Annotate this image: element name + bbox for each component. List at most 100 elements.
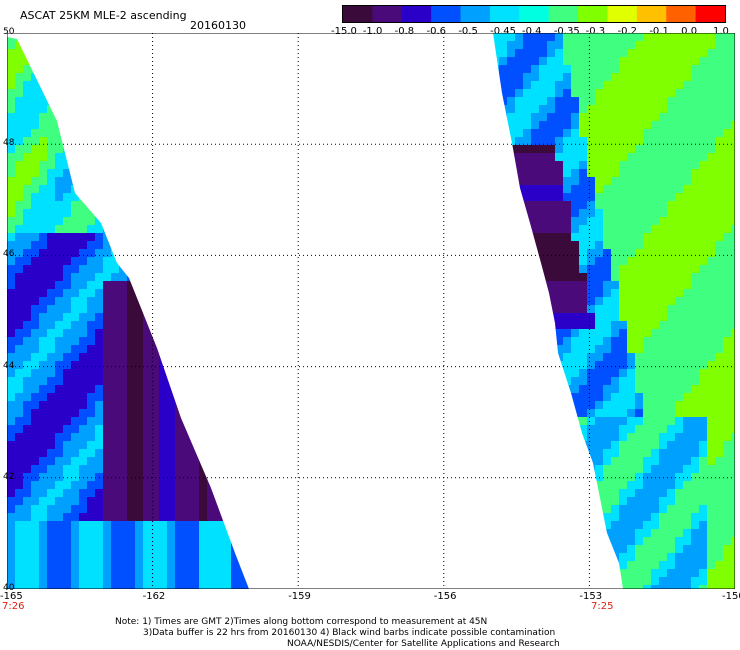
swath-cell <box>23 489 31 497</box>
swath-cell <box>493 121 499 129</box>
swath-cell <box>47 113 55 121</box>
swath-cell <box>587 513 595 521</box>
swath-cell <box>23 105 31 113</box>
swath-cell <box>143 329 151 337</box>
swath-cell <box>691 105 699 113</box>
swath-cell <box>531 393 539 401</box>
swath-cell <box>127 481 135 489</box>
swath-cell <box>523 521 531 529</box>
swath-cell <box>87 553 95 561</box>
swath-cell <box>499 481 507 489</box>
swath-cell <box>143 393 151 401</box>
swath-cell <box>555 313 563 321</box>
swath-cell <box>651 385 659 393</box>
swath-cell <box>167 561 175 569</box>
swath-cell <box>175 409 183 417</box>
swath-cell <box>39 201 47 209</box>
swath-cell <box>247 49 249 57</box>
swath-cell <box>507 409 515 417</box>
swath-cell <box>667 225 675 233</box>
swath-cell <box>159 57 167 65</box>
swath-cell <box>47 305 55 313</box>
swath-cell <box>635 401 643 409</box>
swath-cell <box>15 425 23 433</box>
swath-cell <box>715 353 723 361</box>
swath-cell <box>493 521 499 529</box>
swath-cell <box>571 217 579 225</box>
swath-cell <box>31 185 39 193</box>
swath-cell <box>191 473 199 481</box>
swath-cell <box>523 417 531 425</box>
swath-cell <box>619 97 627 105</box>
swath-cell <box>127 113 135 121</box>
swath-cell <box>659 489 667 497</box>
swath-cell <box>231 241 239 249</box>
swath-cell <box>127 313 135 321</box>
colorbar-swatch <box>666 6 697 22</box>
swath-cell <box>699 409 707 417</box>
swath-cell <box>619 377 627 385</box>
swath-cell <box>595 577 603 585</box>
swath-cell <box>215 145 223 153</box>
swath-cell <box>159 433 167 441</box>
swath-cell <box>587 97 595 105</box>
swath-cell <box>167 41 175 49</box>
swath-cell <box>587 129 595 137</box>
swath-cell <box>611 361 619 369</box>
swath-cell <box>207 377 215 385</box>
swath-cell <box>595 369 603 377</box>
swath-cell <box>63 65 71 73</box>
swath-cell <box>493 529 499 537</box>
swath-cell <box>119 577 127 585</box>
swath-cell <box>111 577 119 585</box>
swath-cell <box>7 377 15 385</box>
colorbar-swatch <box>489 6 520 22</box>
swath-cell <box>707 81 715 89</box>
swath-cell <box>651 441 659 449</box>
swath-cell <box>239 177 247 185</box>
swath-cell <box>55 409 63 417</box>
swath-cell <box>611 289 619 297</box>
swath-cell <box>659 201 667 209</box>
swath-cell <box>247 457 249 465</box>
swath-cell <box>555 193 563 201</box>
swath-cell <box>659 481 667 489</box>
swath-cell <box>659 393 667 401</box>
swath-cell <box>635 265 643 273</box>
swath-cell <box>619 65 627 73</box>
swath-cell <box>47 313 55 321</box>
swath-cell <box>15 105 23 113</box>
swath-cell <box>523 377 531 385</box>
swath-cell <box>579 457 587 465</box>
swath-cell <box>95 257 103 265</box>
swath-cell <box>683 393 691 401</box>
swath-cell <box>111 257 119 265</box>
swath-cell <box>507 57 515 65</box>
swath-cell <box>627 273 635 281</box>
swath-cell <box>635 201 643 209</box>
swath-cell <box>111 313 119 321</box>
swath-cell <box>207 257 215 265</box>
swath-cell <box>47 481 55 489</box>
latitude-label: 46 <box>3 249 15 260</box>
swath-cell <box>231 265 239 273</box>
swath-cell <box>627 409 635 417</box>
latitude-label: 40 <box>3 583 15 593</box>
swath-cell <box>691 209 699 217</box>
swath-cell <box>47 241 55 249</box>
swath-cell <box>143 49 151 57</box>
swath-cell <box>515 113 523 121</box>
colorbar-label: -0.45 <box>490 26 517 37</box>
swath-cell <box>707 57 715 65</box>
swath-cell <box>47 201 55 209</box>
swath-cell <box>643 233 651 241</box>
swath-cell <box>7 129 15 137</box>
swath-cell <box>255 569 263 577</box>
swath-cell <box>555 305 563 313</box>
swath-cell <box>143 81 151 89</box>
swath-cell <box>231 129 239 137</box>
swath-cell <box>579 417 587 425</box>
swath-cell <box>675 265 683 273</box>
swath-cell <box>643 441 651 449</box>
swath-cell <box>239 385 247 393</box>
